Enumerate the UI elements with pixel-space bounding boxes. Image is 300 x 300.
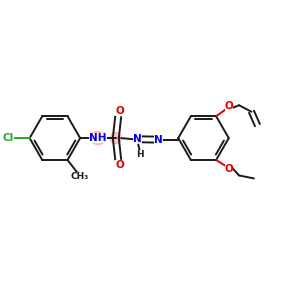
Text: O: O [115, 160, 124, 170]
Text: NH: NH [89, 133, 107, 143]
Text: CH₃: CH₃ [70, 172, 88, 182]
Text: N: N [133, 134, 142, 144]
Text: O: O [224, 164, 233, 174]
Ellipse shape [110, 133, 122, 144]
Text: O: O [224, 101, 233, 111]
Text: Cl: Cl [2, 133, 14, 143]
Text: O: O [115, 106, 124, 116]
Text: N: N [154, 135, 163, 145]
Text: H: H [136, 150, 144, 159]
Ellipse shape [90, 132, 106, 145]
